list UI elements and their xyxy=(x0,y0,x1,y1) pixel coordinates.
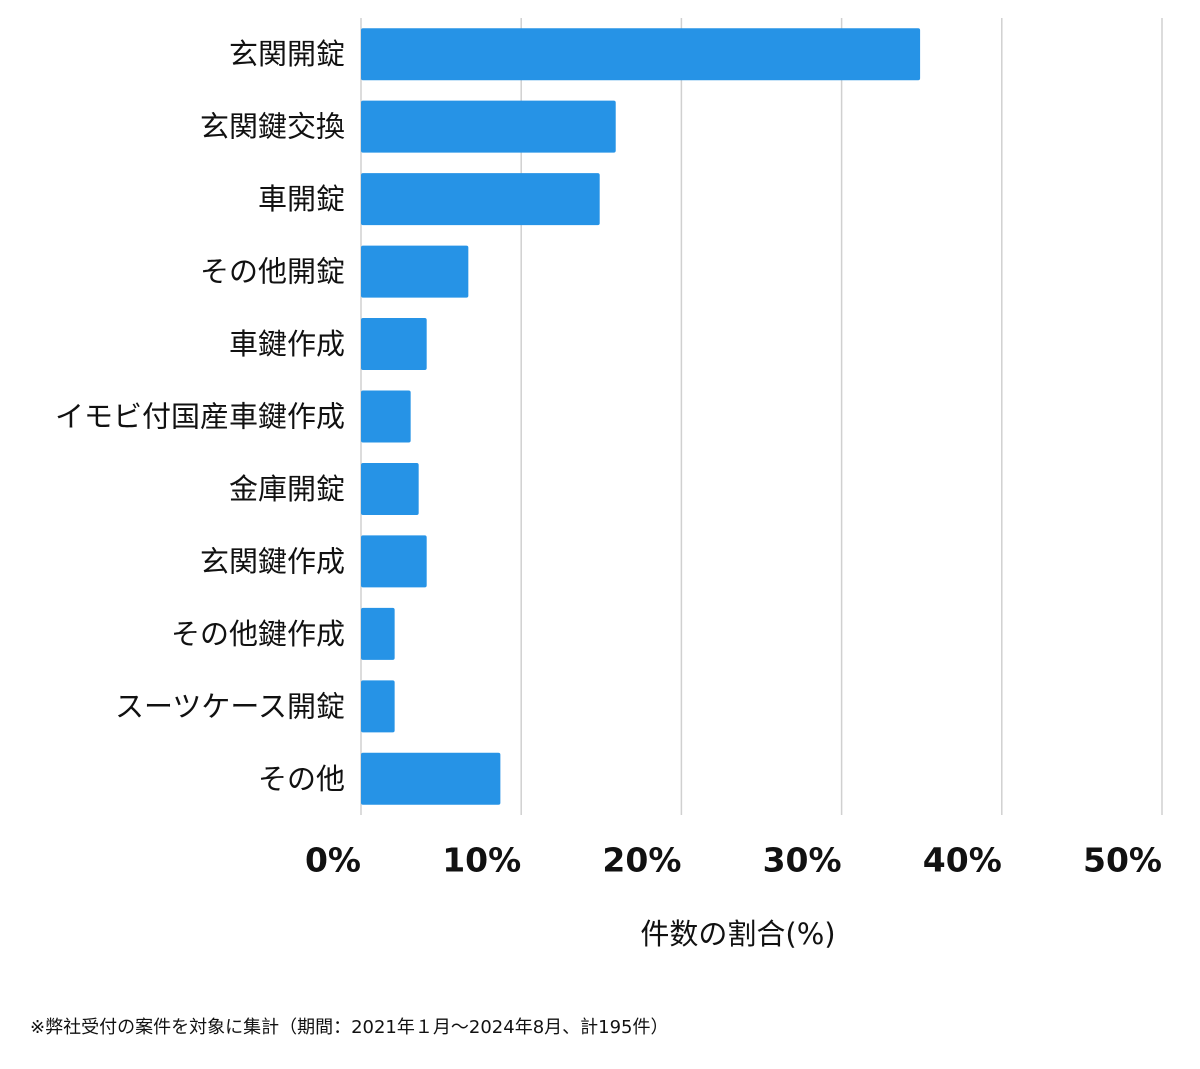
y-tick-label: その他開錠 xyxy=(200,255,345,289)
y-tick-label: 玄関鍵交換 xyxy=(200,110,345,144)
bar xyxy=(361,752,501,805)
bar xyxy=(361,462,419,515)
bar xyxy=(361,28,921,81)
y-tick-label: 金庫開錠 xyxy=(229,472,345,506)
y-tick-label: スーツケース開錠 xyxy=(115,689,345,723)
x-tick-label: 10% xyxy=(442,841,521,880)
y-tick-label: その他鍵作成 xyxy=(171,617,345,651)
x-tick-label: 40% xyxy=(923,841,1002,880)
x-tick-label: 50% xyxy=(1083,841,1162,880)
x-tick-label: 0% xyxy=(305,841,361,880)
footnote: ※弊社受付の案件を対象に集計（期間：2021年１月〜2024年8月、計195件） xyxy=(30,1017,669,1038)
y-tick-label: イモビ付国産車鍵作成 xyxy=(55,400,345,434)
y-tick-label: 車開錠 xyxy=(258,182,345,216)
bar xyxy=(361,100,616,153)
bar xyxy=(361,173,600,226)
bar xyxy=(361,245,469,298)
bar xyxy=(361,680,395,733)
bar xyxy=(361,390,411,443)
bar xyxy=(361,318,427,371)
y-tick-label: その他 xyxy=(258,762,345,796)
y-tick-label: 玄関鍵作成 xyxy=(200,544,345,578)
y-tick-label: 玄関開錠 xyxy=(229,37,345,71)
x-tick-label: 30% xyxy=(763,841,842,880)
x-axis-title: 件数の割合(%) xyxy=(640,917,835,951)
x-tick-label: 20% xyxy=(602,841,681,880)
bar xyxy=(361,535,427,588)
bar xyxy=(361,607,395,660)
y-tick-label: 車鍵作成 xyxy=(229,327,345,361)
